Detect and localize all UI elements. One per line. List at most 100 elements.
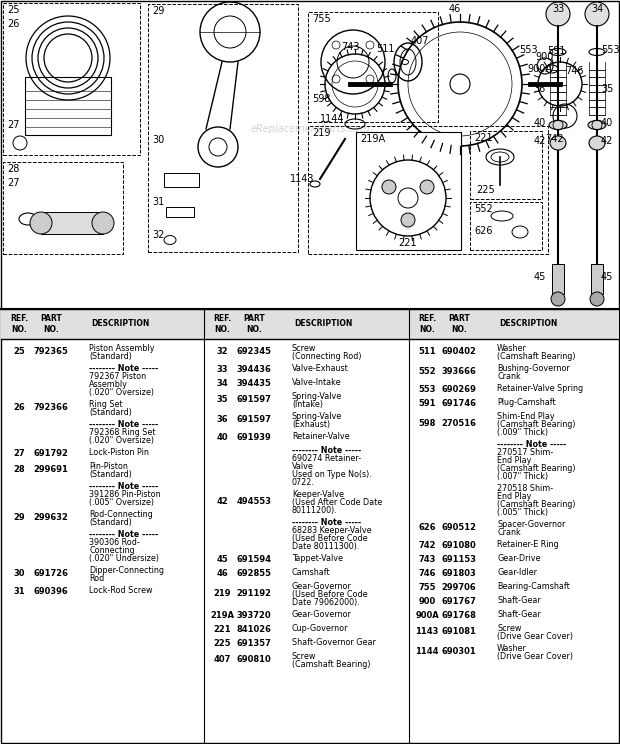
Text: Spring-Valve: Spring-Valve <box>292 392 342 401</box>
Text: 691803: 691803 <box>441 568 476 577</box>
Text: 553: 553 <box>418 385 436 394</box>
Text: 900: 900 <box>418 597 436 606</box>
Text: 591: 591 <box>418 399 436 408</box>
Bar <box>308 126 548 254</box>
Text: 742: 742 <box>418 540 436 550</box>
Text: (.020" Oversize): (.020" Oversize) <box>89 388 154 397</box>
Text: 900A: 900A <box>528 64 552 74</box>
Text: 31: 31 <box>13 586 25 595</box>
Text: 407: 407 <box>213 655 231 664</box>
Text: (Used After Code Date: (Used After Code Date <box>292 498 383 507</box>
Bar <box>148 4 298 252</box>
Text: 35: 35 <box>216 396 228 405</box>
Text: 36: 36 <box>534 84 546 94</box>
Text: 45: 45 <box>216 554 228 563</box>
Text: 221: 221 <box>213 624 231 633</box>
Text: REF.
NO.: REF. NO. <box>418 314 436 334</box>
Text: Used on Type No(s).: Used on Type No(s). <box>292 470 372 479</box>
Text: Rod-Connecting: Rod-Connecting <box>89 510 153 519</box>
Text: 690810: 690810 <box>237 655 272 664</box>
Text: 692345: 692345 <box>236 347 272 356</box>
Text: 598: 598 <box>312 94 330 104</box>
Text: Camshaft: Camshaft <box>292 568 330 577</box>
Text: -------- Note -----: -------- Note ----- <box>89 420 158 429</box>
Text: 0722.: 0722. <box>292 478 315 487</box>
Text: (.005" Oversize): (.005" Oversize) <box>89 498 154 507</box>
Text: DESCRIPTION: DESCRIPTION <box>91 319 149 329</box>
Text: 393720: 393720 <box>237 611 272 620</box>
Text: Tappet-Valve: Tappet-Valve <box>292 554 343 563</box>
Text: 35: 35 <box>601 84 613 94</box>
Text: (Intake): (Intake) <box>292 400 323 409</box>
Text: (Used Before Code: (Used Before Code <box>292 534 368 543</box>
Text: (Standard): (Standard) <box>89 518 132 527</box>
Bar <box>3 162 123 254</box>
Text: (Connecting Rod): (Connecting Rod) <box>292 352 361 361</box>
Text: 27: 27 <box>13 449 25 458</box>
Text: 690269: 690269 <box>441 385 476 394</box>
Text: 598: 598 <box>418 420 436 429</box>
Text: (Standard): (Standard) <box>89 470 132 479</box>
Text: 407: 407 <box>410 36 429 46</box>
Text: End Play: End Play <box>497 492 531 501</box>
Text: Retainer-E Ring: Retainer-E Ring <box>497 540 559 549</box>
Circle shape <box>585 2 609 26</box>
Text: eReplacementParts.com: eReplacementParts.com <box>250 124 370 134</box>
Text: 219: 219 <box>213 589 231 598</box>
Text: 25: 25 <box>13 347 25 356</box>
Circle shape <box>590 292 604 306</box>
Text: Bushing-Governor: Bushing-Governor <box>497 364 570 373</box>
Bar <box>470 202 542 250</box>
Text: 219: 219 <box>312 128 330 138</box>
Text: 299706: 299706 <box>441 583 476 591</box>
Text: -------- Note -----: -------- Note ----- <box>497 440 566 449</box>
Text: 691597: 691597 <box>237 396 272 405</box>
Text: Spring-Valve: Spring-Valve <box>292 412 342 421</box>
Text: Bearing-Camshaft: Bearing-Camshaft <box>497 582 570 591</box>
Text: Ring Set: Ring Set <box>89 400 123 409</box>
Text: PART
NO.: PART NO. <box>40 314 62 334</box>
Text: Assembly: Assembly <box>89 380 128 389</box>
Text: Connecting: Connecting <box>89 546 135 555</box>
Text: 299632: 299632 <box>33 513 68 522</box>
Text: 626: 626 <box>418 524 436 533</box>
Bar <box>552 264 564 294</box>
Text: (Camshaft Bearing): (Camshaft Bearing) <box>497 420 575 429</box>
Text: 40: 40 <box>534 118 546 128</box>
Text: DESCRIPTION: DESCRIPTION <box>499 319 557 329</box>
Text: (Camshaft Bearing): (Camshaft Bearing) <box>497 352 575 361</box>
Text: Shaft-Gear: Shaft-Gear <box>497 610 541 619</box>
Text: 33: 33 <box>216 365 228 373</box>
Text: (.009" Thick): (.009" Thick) <box>497 428 548 437</box>
Text: Crank: Crank <box>497 372 521 381</box>
Text: 45: 45 <box>534 272 546 282</box>
Text: 690274 Retainer-: 690274 Retainer- <box>292 454 361 463</box>
Text: 391286 Pin-Piston: 391286 Pin-Piston <box>89 490 161 499</box>
Text: Plug-Camshaft: Plug-Camshaft <box>497 398 556 407</box>
Circle shape <box>382 180 396 194</box>
Text: Retainer-Valve Spring: Retainer-Valve Spring <box>497 384 583 393</box>
Text: Valve: Valve <box>292 462 314 471</box>
Text: 691357: 691357 <box>237 638 272 647</box>
Text: 394435: 394435 <box>237 379 272 388</box>
Text: Washer: Washer <box>497 344 527 353</box>
Text: 30: 30 <box>152 135 164 145</box>
Text: 1143: 1143 <box>415 627 439 637</box>
Text: 26: 26 <box>13 403 25 412</box>
Ellipse shape <box>549 121 567 129</box>
Circle shape <box>551 292 565 306</box>
Text: 45: 45 <box>601 272 613 282</box>
Text: Dipper-Connecting: Dipper-Connecting <box>89 566 164 575</box>
Bar <box>591 264 603 294</box>
Text: (Standard): (Standard) <box>89 352 132 361</box>
Text: 591: 591 <box>547 46 565 56</box>
Text: Screw: Screw <box>292 344 316 353</box>
Text: 690396: 690396 <box>33 586 68 595</box>
Text: Gear-Governor: Gear-Governor <box>292 582 352 591</box>
Text: -------- Note -----: -------- Note ----- <box>292 446 361 455</box>
Text: REF.
NO.: REF. NO. <box>10 314 28 334</box>
Text: 221: 221 <box>399 238 417 248</box>
Text: Date 79062000).: Date 79062000). <box>292 598 360 607</box>
Text: Retainer-Valve: Retainer-Valve <box>292 432 350 441</box>
Text: (.020" Oversize): (.020" Oversize) <box>89 436 154 445</box>
